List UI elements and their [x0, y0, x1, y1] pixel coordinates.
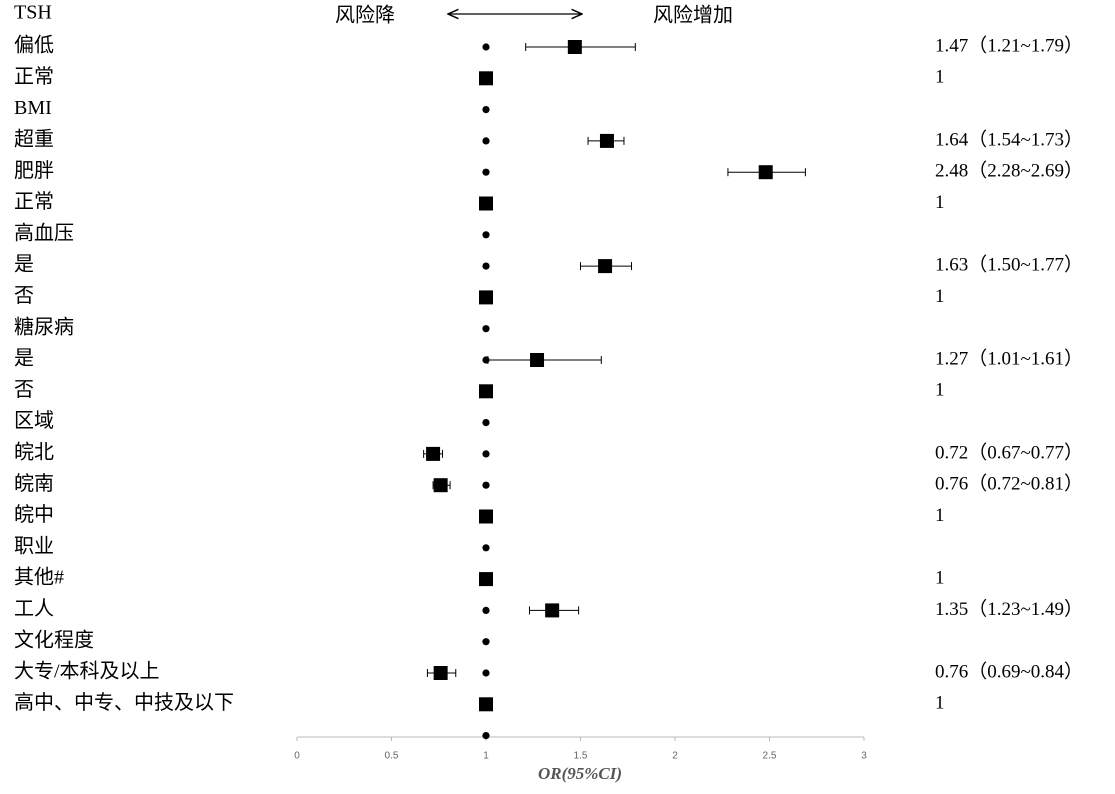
row-label: 是: [14, 348, 34, 370]
estimate-square: [433, 666, 448, 680]
row-label: 高血压: [14, 221, 74, 244]
value-label: 2.48（2.28~2.69）: [935, 160, 1083, 182]
row-label: 偏低: [14, 34, 54, 57]
row-label: 职业: [14, 534, 54, 557]
value-label: 1.63（1.50~1.77）: [935, 253, 1083, 275]
reference-dot: [482, 419, 490, 427]
estimate-square: [433, 478, 448, 493]
estimate-square: [479, 572, 493, 587]
row-label: 其他#: [14, 566, 64, 589]
row-label: 超重: [14, 127, 54, 150]
value-label: 1: [935, 505, 945, 526]
value-label: 0.72（0.67~0.77）: [935, 441, 1083, 463]
estimate-square: [479, 290, 493, 305]
reference-dot: [482, 606, 490, 615]
reference-dot: [482, 106, 490, 114]
estimate-square: [479, 697, 493, 712]
row-label: 文化程度: [14, 628, 94, 651]
reference-dot: [482, 544, 490, 552]
value-label: 1: [935, 693, 945, 714]
reference-dot: [482, 262, 490, 270]
row-label: 大专/本科及以上: [14, 660, 160, 683]
value-label: 0.76（0.72~0.81）: [935, 473, 1083, 495]
reference-dot: [482, 450, 490, 458]
estimate-square: [479, 384, 493, 399]
reference-dot: [482, 325, 490, 333]
row-label: BMI: [14, 97, 52, 119]
estimate-square: [758, 165, 773, 180]
value-label: 1: [935, 192, 945, 213]
x-tick-label: 1.5: [574, 751, 588, 762]
row-label: 高中、中专、中技及以下: [14, 691, 234, 714]
reference-dot: [482, 168, 490, 176]
reference-dot: [482, 732, 490, 740]
reference-dot: [482, 638, 490, 646]
row-label: 否: [14, 379, 34, 401]
row-label: 是: [14, 254, 34, 276]
value-label: 1: [935, 286, 945, 307]
annotation-right: 风险增加: [653, 4, 733, 27]
row-label: 皖南: [14, 472, 54, 495]
reference-dot: [482, 481, 490, 489]
row-label: 工人: [14, 597, 54, 620]
reference-dot: [482, 137, 490, 145]
value-label: 1.64（1.54~1.73）: [935, 128, 1083, 150]
x-tick-label: 1: [483, 751, 489, 762]
row-label: 皖北: [14, 440, 54, 463]
estimate-square: [479, 509, 493, 524]
value-label: 1: [935, 380, 945, 401]
row-label: 肥胖: [14, 159, 54, 182]
row-label: 正常: [14, 65, 54, 88]
reference-dot: [482, 669, 490, 677]
x-tick-label: 0.5: [385, 751, 399, 762]
x-tick-label: 2: [672, 751, 678, 762]
row-label: 区域: [14, 409, 54, 432]
row-label: 糖尿病: [14, 315, 74, 338]
estimate-square: [479, 196, 493, 211]
estimate-square: [545, 603, 560, 618]
value-label: 1: [935, 67, 945, 88]
value-label: 0.76（0.69~0.84）: [935, 660, 1083, 682]
estimate-square: [530, 353, 545, 367]
x-tick-label: 0: [294, 751, 300, 762]
reference-dot: [482, 231, 490, 239]
x-tick-label: 3: [861, 751, 867, 762]
row-label: 正常: [14, 190, 54, 213]
x-axis-label: OR(95%CI): [538, 764, 622, 783]
value-label: 1.47（1.21~1.79）: [935, 34, 1083, 56]
estimate-square: [479, 71, 493, 86]
row-label: 否: [14, 285, 34, 307]
estimate-square: [598, 259, 613, 274]
value-label: 1.27（1.01~1.61）: [935, 347, 1083, 369]
value-label: 1: [935, 567, 945, 588]
row-label: 皖中: [14, 503, 54, 526]
reference-dot: [482, 43, 490, 51]
annotation-left: 风险降: [335, 4, 395, 27]
value-label: 1.35（1.23~1.49）: [935, 598, 1083, 620]
row-label: TSH: [14, 2, 52, 24]
x-tick-label: 2.5: [763, 751, 777, 762]
estimate-square: [599, 133, 614, 148]
estimate-square: [426, 446, 441, 461]
estimate-square: [567, 40, 582, 54]
